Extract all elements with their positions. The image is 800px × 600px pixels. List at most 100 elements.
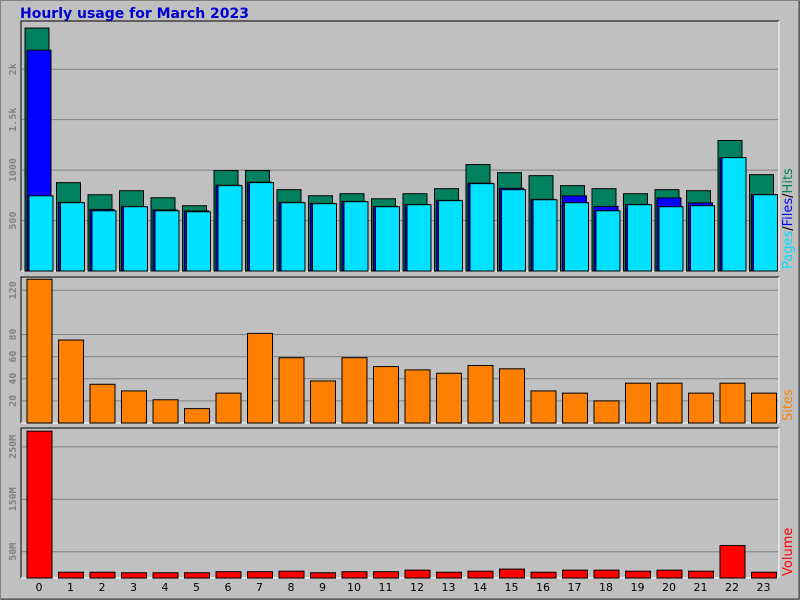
bar bbox=[467, 570, 494, 579]
y-tick-label: 150M bbox=[8, 487, 19, 511]
bar bbox=[215, 392, 242, 424]
bar bbox=[593, 569, 620, 579]
x-tick-label: 13 bbox=[442, 581, 456, 594]
x-tick-label: 14 bbox=[473, 581, 487, 594]
bar bbox=[438, 200, 463, 272]
x-tick-label: 16 bbox=[536, 581, 550, 594]
y-tick-label: 20 bbox=[8, 395, 19, 407]
bar bbox=[121, 572, 147, 579]
bar bbox=[341, 357, 368, 424]
bar bbox=[469, 183, 495, 272]
x-tick-label: 17 bbox=[568, 581, 582, 594]
bar bbox=[625, 570, 651, 579]
legend-entry: Volume bbox=[781, 528, 796, 576]
bar bbox=[26, 278, 53, 424]
bar bbox=[625, 382, 651, 424]
bar bbox=[530, 571, 557, 579]
bar bbox=[375, 206, 400, 272]
bar bbox=[436, 571, 462, 579]
bar bbox=[247, 571, 273, 579]
panel bbox=[20, 276, 780, 424]
chart-title: Hourly usage for March 2023 bbox=[20, 6, 249, 22]
bar bbox=[89, 383, 116, 424]
bar bbox=[310, 380, 336, 424]
bar bbox=[530, 390, 557, 424]
y-tick-label: 120 bbox=[8, 281, 19, 299]
bar bbox=[532, 199, 558, 272]
bar bbox=[343, 201, 369, 272]
x-tick-label: 2 bbox=[99, 581, 106, 594]
x-tick-label: 20 bbox=[662, 581, 676, 594]
x-tick-label: 5 bbox=[193, 581, 200, 594]
x-tick-label: 11 bbox=[379, 581, 393, 594]
bar bbox=[501, 189, 526, 272]
bar bbox=[186, 211, 211, 272]
legend-entry: Files bbox=[781, 198, 796, 227]
y-tick-label: 40 bbox=[8, 373, 19, 385]
bar bbox=[154, 210, 180, 272]
bar bbox=[58, 571, 84, 579]
x-tick-label: 1 bbox=[67, 581, 74, 594]
bar bbox=[123, 206, 148, 272]
y-tick-label: 2k bbox=[8, 63, 19, 75]
bar bbox=[595, 210, 621, 272]
legend-separator: / bbox=[781, 226, 796, 231]
x-tick-label: 0 bbox=[36, 581, 43, 594]
bar bbox=[310, 572, 336, 579]
bar bbox=[121, 390, 147, 424]
bar bbox=[184, 408, 210, 424]
y-tick-label: 60 bbox=[8, 351, 19, 363]
x-tick-label: 10 bbox=[347, 581, 361, 594]
bar bbox=[404, 569, 431, 579]
bar bbox=[656, 382, 683, 424]
bar bbox=[499, 368, 525, 424]
bar bbox=[753, 194, 778, 272]
bar bbox=[564, 202, 589, 272]
bar bbox=[152, 572, 179, 579]
bar bbox=[215, 571, 242, 579]
bar bbox=[278, 570, 305, 579]
bar bbox=[658, 206, 684, 272]
bar bbox=[721, 157, 747, 272]
bar bbox=[341, 571, 368, 579]
bar bbox=[627, 204, 652, 272]
bar bbox=[278, 357, 305, 424]
x-tick-label: 6 bbox=[225, 581, 232, 594]
bar bbox=[656, 569, 683, 579]
bar bbox=[688, 392, 714, 424]
bar bbox=[373, 571, 399, 579]
y-tick-label: 1.5k bbox=[8, 108, 19, 132]
bar bbox=[562, 392, 588, 424]
legend: Pages/Files/Hits bbox=[781, 168, 796, 269]
x-tick-label: 18 bbox=[599, 581, 613, 594]
legend: Sites bbox=[781, 389, 796, 421]
x-tick-label: 7 bbox=[256, 581, 263, 594]
bar bbox=[751, 392, 777, 424]
bar bbox=[719, 544, 746, 579]
bar bbox=[217, 185, 243, 272]
x-tick-label: 23 bbox=[757, 581, 771, 594]
bar bbox=[436, 372, 462, 424]
bar bbox=[249, 182, 274, 272]
bar bbox=[406, 204, 432, 272]
bar bbox=[467, 364, 494, 424]
bar bbox=[593, 400, 620, 424]
x-tick-label: 12 bbox=[410, 581, 424, 594]
bar bbox=[60, 202, 85, 272]
y-tick-label: 500 bbox=[8, 212, 19, 230]
legend: Volume bbox=[781, 528, 796, 576]
x-tick-label: 22 bbox=[725, 581, 739, 594]
bar bbox=[719, 382, 746, 424]
panel bbox=[20, 427, 780, 579]
x-tick-label: 3 bbox=[130, 581, 137, 594]
y-tick-label: 80 bbox=[8, 328, 19, 340]
x-tick-label: 9 bbox=[319, 581, 326, 594]
bar bbox=[247, 332, 273, 424]
x-tick-label: 15 bbox=[505, 581, 519, 594]
x-tick-label: 19 bbox=[631, 581, 645, 594]
bar bbox=[562, 569, 588, 579]
x-tick-label: 21 bbox=[694, 581, 708, 594]
bar bbox=[751, 571, 777, 579]
bar bbox=[152, 399, 179, 424]
